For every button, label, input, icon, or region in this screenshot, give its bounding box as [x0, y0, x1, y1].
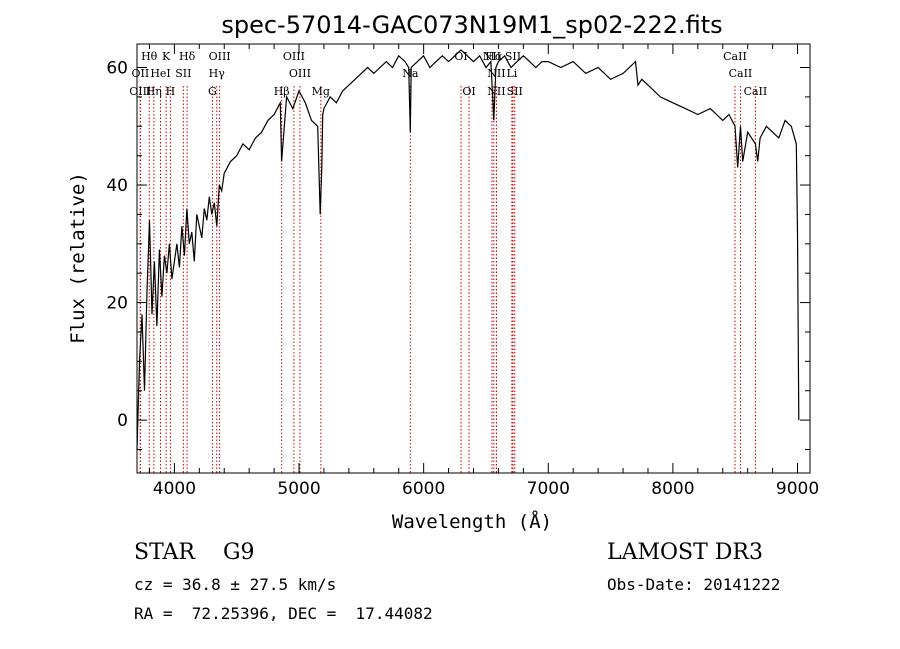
x-tick-label: 7000: [527, 479, 570, 499]
line-label: CaII: [723, 50, 747, 63]
line-label: G: [208, 85, 217, 98]
line-label: Hδ: [179, 50, 196, 63]
coordinates: RA = 72.25396, DEC = 17.44082: [134, 604, 433, 623]
x-tick-label: 6000: [402, 479, 445, 499]
x-tick-label: 8000: [651, 479, 694, 499]
chart-title: spec-57014-GAC073N19M1_sp02-222.fits: [221, 11, 722, 39]
observation-date: Obs-Date: 20141222: [607, 575, 781, 594]
line-label: OIII: [129, 85, 151, 98]
y-tick-label: 0: [117, 411, 128, 431]
y-tick-label: 60: [106, 59, 128, 79]
plot-frame: [136, 43, 811, 474]
x-tick-label: 9000: [776, 479, 819, 499]
line-label: Hη: [146, 85, 162, 98]
series-line-spectrum: [136, 49, 800, 450]
line-label: Li: [506, 67, 517, 80]
line-label: SII: [175, 67, 191, 80]
line-label: OIII: [289, 67, 311, 80]
line-label: OIII: [209, 50, 231, 63]
survey-name: LAMOST DR3: [607, 540, 763, 565]
line-label: NII: [487, 67, 505, 80]
line-label: Hθ: [141, 50, 158, 63]
line-label: NII: [487, 85, 505, 98]
x-tick-label: 5000: [277, 479, 320, 499]
line-label: Mg: [312, 85, 330, 98]
object-class: STAR G9: [134, 540, 255, 565]
line-label: K: [162, 50, 171, 63]
line-label: Hγ: [209, 67, 226, 80]
line-label: OII: [132, 67, 150, 80]
line-label: OIII: [283, 50, 305, 63]
x-axis-label: Wavelength (Å): [392, 510, 552, 533]
line-label: Hα: [485, 50, 503, 63]
x-tick-label: 4000: [153, 479, 196, 499]
line-label: OI: [454, 50, 467, 63]
line-label: OI: [462, 85, 475, 98]
axis-ticks: 4000 5000 6000 7000 8000 9000 0 20 40 60: [106, 44, 819, 499]
line-label: SII: [507, 85, 523, 98]
redshift-cz: cz = 36.8 ± 27.5 km/s: [134, 575, 337, 594]
line-label: CaII: [729, 67, 753, 80]
y-axis-label: Flux (relative): [67, 172, 89, 344]
spectral-line-markers: [139, 86, 756, 473]
y-tick-label: 20: [106, 294, 128, 314]
line-label: CaII: [744, 85, 768, 98]
line-label: Hβ: [274, 85, 290, 98]
line-label: Na: [402, 67, 419, 80]
line-label: SII: [505, 50, 521, 63]
line-label: NII: [483, 50, 501, 63]
series-layer: [136, 49, 800, 450]
line-label: H: [166, 85, 176, 98]
line-label: HeI: [150, 67, 170, 80]
y-tick-label: 40: [106, 176, 128, 196]
